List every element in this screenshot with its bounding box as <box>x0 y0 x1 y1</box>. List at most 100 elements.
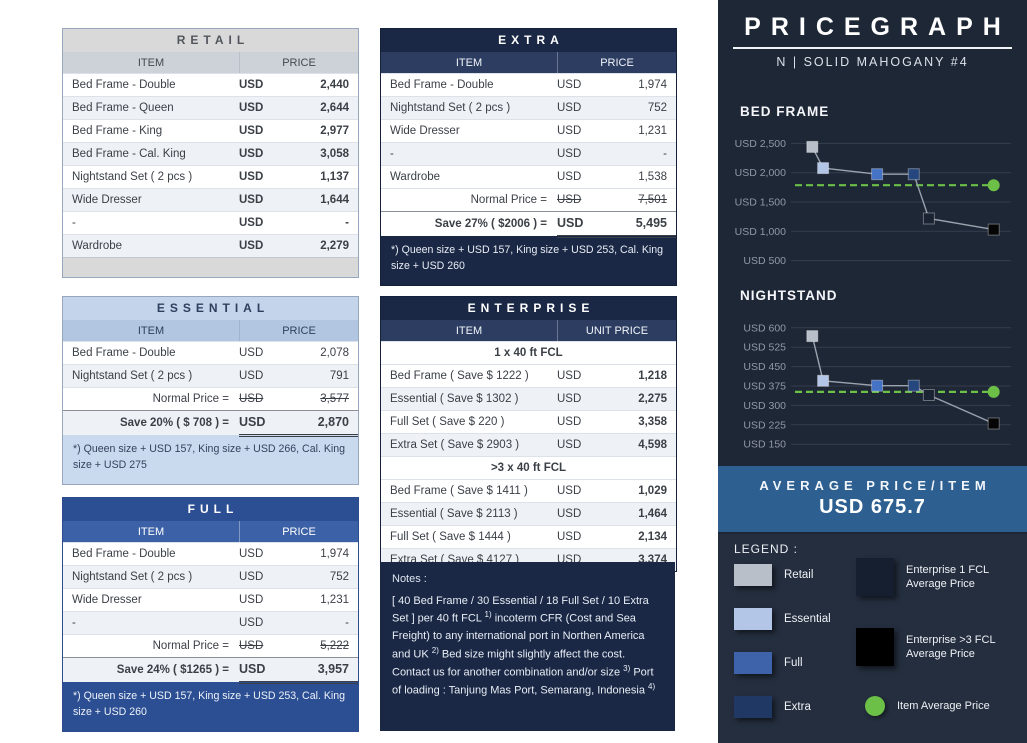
column-header-price: PRICE <box>239 320 358 341</box>
currency-cell: USD <box>557 102 582 114</box>
section-header-3fcl: >3 x 40 ft FCL <box>381 456 676 479</box>
price-cell: 5,222 <box>320 640 349 652</box>
nightstand-line-chart: USD 600 USD 525 USD 450 USD 375 USD 300 USD 2… <box>743 322 1011 451</box>
extra-footnote: *) Queen size + USD 157, King size + USD… <box>381 236 676 285</box>
price-cell: 2,078 <box>320 347 349 359</box>
price-cell: 1,137 <box>320 171 349 183</box>
essential-footnote: *) Queen size + USD 157, King size + USD… <box>63 435 358 484</box>
average-price-banner: AVERAGE PRICE/ITEM USD 675.7 <box>718 466 1027 532</box>
table-row: Wardrobe USD 2,279 <box>63 234 358 257</box>
currency-cell: USD <box>557 194 582 206</box>
item-cell: Bed Frame ( Save $ 1222 ) <box>390 370 529 382</box>
table-row: Wide Dresser USD 1,231 <box>381 119 676 142</box>
save-label: Save 24% ( $1265 ) = <box>116 664 229 676</box>
enterprise-3fcl-swatch-icon <box>856 628 894 666</box>
price-cell: 752 <box>329 571 349 583</box>
legend-item-enterprise-1fcl: Enterprise 1 FCL Average Price <box>856 558 1018 596</box>
save-label: Save 27% ( $2006 ) = <box>434 218 547 230</box>
price-cell: 1,218 <box>638 370 667 382</box>
price-cell: 1,464 <box>638 508 667 520</box>
currency-cell: USD <box>557 439 582 451</box>
table-row: Extra Set ( Save $ 2903 ) USD 4,598 <box>381 433 676 456</box>
table-row: Wardrobe USD 1,538 <box>381 165 676 188</box>
full-swatch-icon <box>734 652 772 674</box>
currency-cell: USD <box>557 171 582 183</box>
svg-text:USD 375: USD 375 <box>743 381 786 393</box>
essential-table-title: ESSENTIAL <box>63 297 358 320</box>
svg-text:USD 1,500: USD 1,500 <box>735 197 787 209</box>
enterprise-1fcl-swatch-icon <box>856 558 894 596</box>
table-row: Bed Frame - Double USD 1,974 <box>63 542 358 565</box>
legend-item-essential: Essential <box>734 608 831 630</box>
panel-title: PRICEGRAPH <box>744 13 1011 41</box>
table-row: Bed Frame - Cal. King USD 3,058 <box>63 142 358 165</box>
table-row: Nightstand Set ( 2 pcs ) USD 752 <box>63 565 358 588</box>
price-cell: 3,058 <box>320 148 349 160</box>
item-average-dot-icon <box>865 696 885 716</box>
item-cell: Bed Frame - Queen <box>72 102 174 114</box>
column-header-price: PRICE <box>239 521 358 542</box>
price-cell: 7,501 <box>638 194 667 206</box>
price-cell: 791 <box>329 370 349 382</box>
average-price-label: AVERAGE PRICE/ITEM <box>759 478 991 493</box>
currency-cell: USD <box>239 102 264 114</box>
title-underline <box>733 47 1012 49</box>
price-cell: 2,134 <box>638 531 667 543</box>
item-cell: Extra Set ( Save $ 2903 ) <box>390 439 520 451</box>
essential-swatch-icon <box>734 608 772 630</box>
currency-cell: USD <box>239 617 264 629</box>
notes-block: Notes : [ 40 Bed Frame / 30 Essential / … <box>380 562 675 731</box>
save-label: Save 20% ( $ 708 ) = <box>119 417 229 429</box>
price-cell: 2,440 <box>320 79 349 91</box>
column-header-item: ITEM <box>455 324 483 337</box>
item-cell: Wide Dresser <box>390 125 460 137</box>
column-header-item: ITEM <box>137 324 165 337</box>
table-row: Full Set ( Save $ 1444 ) USD 2,134 <box>381 525 676 548</box>
table-row: - USD - <box>381 142 676 165</box>
price-cell: - <box>345 217 349 229</box>
essential-table-header: ITEM PRICE <box>63 320 358 341</box>
item-cell: Bed Frame ( Save $ 1411 ) <box>390 485 528 497</box>
column-header-item: ITEM <box>455 56 483 69</box>
panel-subtitle: N | SOLID MAHOGANY #4 <box>776 55 969 69</box>
full-table-header: ITEM PRICE <box>63 521 358 542</box>
price-cell: 3,577 <box>320 393 349 405</box>
legend-title: LEGEND : <box>734 542 799 556</box>
bed-frame-chart-title: BED FRAME <box>740 104 830 119</box>
currency-cell: USD <box>239 217 264 229</box>
currency-cell: USD <box>557 531 582 543</box>
table-row: Bed Frame - Double USD 2,440 <box>63 73 358 96</box>
price-cell: 752 <box>647 102 667 114</box>
full-table-title: FULL <box>63 498 358 521</box>
column-header-price: PRICE <box>239 52 358 73</box>
currency-cell: USD <box>557 125 582 137</box>
item-cell: Bed Frame - Cal. King <box>72 148 186 160</box>
enterprise-table: ENTERPRISE ITEM UNIT PRICE 1 x 40 ft FCL… <box>380 296 677 572</box>
notes-heading: Notes : <box>392 573 427 585</box>
table-row: Bed Frame - Double USD 1,974 <box>381 73 676 96</box>
item-cell: Nightstand Set ( 2 pcs ) <box>72 571 193 583</box>
legend-label: Enterprise 1 FCL Average Price <box>906 563 989 590</box>
retail-table: RETAIL ITEM PRICE Bed Frame - Double USD 2… <box>62 28 359 278</box>
svg-text:USD 450: USD 450 <box>743 361 786 373</box>
currency-cell: USD <box>557 79 582 91</box>
item-cell: Bed Frame - King <box>72 125 163 137</box>
svg-text:USD 2,500: USD 2,500 <box>735 138 787 150</box>
bed-frame-line-chart: USD 2,500 USD 2,000 USD 1,500 USD 1,000 USD … <box>735 138 1011 267</box>
price-cell: - <box>345 617 349 629</box>
normal-price-row: Normal Price = USD 7,501 <box>381 188 676 211</box>
legend-item-full: Full <box>734 652 803 674</box>
price-cell: 5,495 <box>603 211 676 238</box>
normal-price-row: Normal Price = USD 3,577 <box>63 387 358 410</box>
price-cell: 1,029 <box>638 485 667 497</box>
table-row: - USD - <box>63 211 358 234</box>
currency-cell: USD <box>557 485 582 497</box>
price-cell: 3,957 <box>285 657 358 684</box>
item-cell: - <box>72 617 76 629</box>
legend-label: Extra <box>784 700 811 713</box>
full-footnote: *) Queen size + USD 157, King size + USD… <box>63 682 358 731</box>
normal-price-label: Normal Price = <box>152 393 229 405</box>
item-cell: Bed Frame - Double <box>72 548 176 560</box>
table-row: Full Set ( Save $ 220 ) USD 3,358 <box>381 410 676 433</box>
